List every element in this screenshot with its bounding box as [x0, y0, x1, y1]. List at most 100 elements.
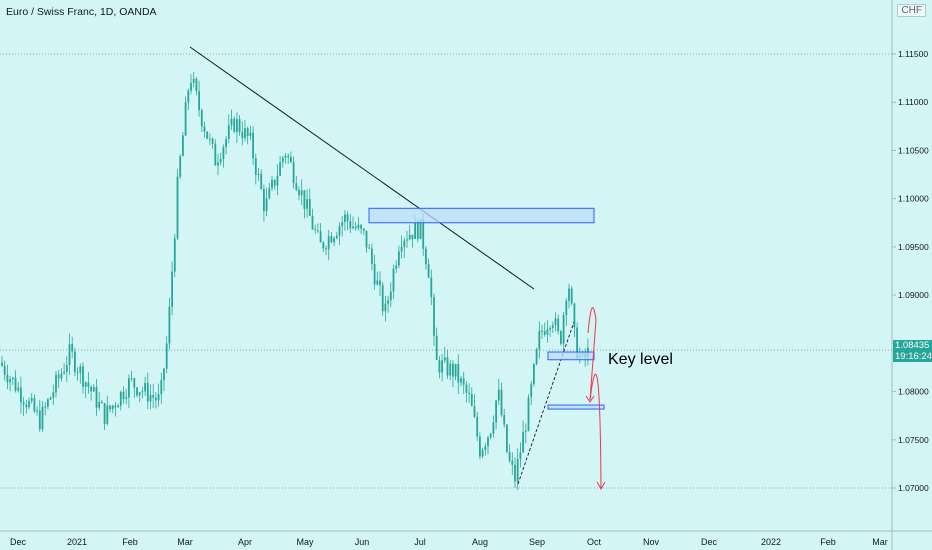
y-tick-label: 1.09000	[898, 290, 929, 300]
candle-body	[241, 132, 244, 139]
candle-body	[17, 387, 20, 391]
candle-body	[443, 357, 446, 361]
candle-body	[38, 410, 41, 430]
candle-body	[495, 400, 497, 423]
candle-body	[217, 162, 219, 166]
candle-body	[554, 318, 557, 326]
candle-body	[260, 173, 263, 189]
candle-body	[246, 128, 249, 137]
candle-body	[257, 173, 260, 175]
candle-body	[433, 297, 435, 336]
candle-body	[230, 118, 233, 126]
candle-body	[119, 391, 122, 406]
candle-body	[84, 382, 87, 387]
candle-body	[265, 198, 268, 211]
candle-body	[90, 386, 92, 392]
candle-body	[362, 228, 365, 231]
candle-body	[271, 179, 273, 189]
candle-body	[287, 155, 290, 158]
candle-body	[41, 406, 44, 430]
candle-body	[473, 405, 476, 417]
supply-demand-zone	[368, 207, 595, 224]
candle-body	[279, 162, 281, 176]
projection-arrow-2	[596, 481, 606, 491]
candle-body	[479, 436, 481, 457]
candle-body	[435, 335, 438, 360]
candle-body	[449, 363, 452, 376]
last-price-value: 1.08435	[895, 340, 930, 351]
candle-body	[368, 247, 371, 249]
candle-body	[95, 387, 98, 408]
candle-body	[238, 119, 241, 133]
candle-body	[395, 265, 398, 269]
supply-demand-zone	[547, 351, 595, 361]
candle-body	[136, 387, 138, 396]
candle-body	[414, 222, 416, 240]
candle-body	[530, 384, 533, 398]
candle-body	[117, 405, 119, 408]
candle-body	[522, 431, 524, 453]
candle-body	[252, 132, 254, 159]
x-tick-label: Oct	[587, 537, 602, 547]
price-axis	[892, 0, 932, 550]
candle-body	[411, 234, 414, 240]
candle-body	[427, 264, 430, 278]
candle-body	[49, 397, 52, 400]
candle-body	[14, 377, 17, 391]
candle-body	[538, 330, 541, 350]
candle-body	[128, 378, 130, 398]
candle-body	[236, 119, 238, 132]
candle-body	[182, 135, 184, 157]
candle-body	[203, 126, 206, 132]
candle-body	[47, 399, 49, 407]
candle-body	[562, 315, 565, 344]
candle-body	[1, 362, 3, 366]
candle-body	[146, 383, 149, 402]
candle-body	[460, 378, 462, 383]
x-tick-label: Aug	[472, 537, 488, 547]
candle-body	[546, 329, 549, 335]
candle-body	[511, 460, 514, 465]
candle-body	[276, 175, 279, 186]
candle-body	[244, 128, 246, 139]
candle-body	[82, 366, 84, 387]
candle-body	[454, 363, 457, 377]
candle-body	[103, 403, 106, 424]
candle-body	[527, 397, 530, 431]
candle-body	[317, 230, 319, 232]
candle-body	[179, 156, 182, 177]
candle-body	[352, 226, 354, 229]
candle-body	[209, 138, 211, 140]
candle-body	[311, 215, 314, 230]
candle-body	[227, 125, 230, 139]
candle-body	[211, 138, 214, 144]
candle-body	[492, 422, 495, 434]
candle-body	[171, 271, 173, 307]
candle-body	[319, 231, 322, 243]
candle-body	[346, 214, 349, 222]
candle-body	[419, 219, 422, 239]
candle-body	[76, 371, 79, 373]
y-tick-label: 1.09500	[898, 242, 929, 252]
candle-body	[446, 357, 449, 376]
currency-label[interactable]: CHF	[897, 4, 926, 17]
candle-body	[508, 452, 511, 461]
candle-body	[344, 214, 346, 223]
candle-body	[568, 288, 570, 301]
candle-body	[65, 365, 68, 372]
candle-body	[573, 303, 576, 328]
candle-body	[28, 400, 30, 408]
candle-body	[516, 458, 519, 482]
x-tick-label: Mar	[177, 537, 193, 547]
x-tick-label: May	[296, 537, 314, 547]
candle-body	[125, 397, 128, 399]
candle-body	[360, 224, 362, 229]
candle-body	[138, 392, 141, 396]
rising-trendline	[517, 321, 575, 485]
candle-body	[303, 190, 306, 209]
candle-body	[381, 285, 384, 312]
candle-body	[114, 405, 117, 408]
candle-body	[438, 359, 441, 373]
